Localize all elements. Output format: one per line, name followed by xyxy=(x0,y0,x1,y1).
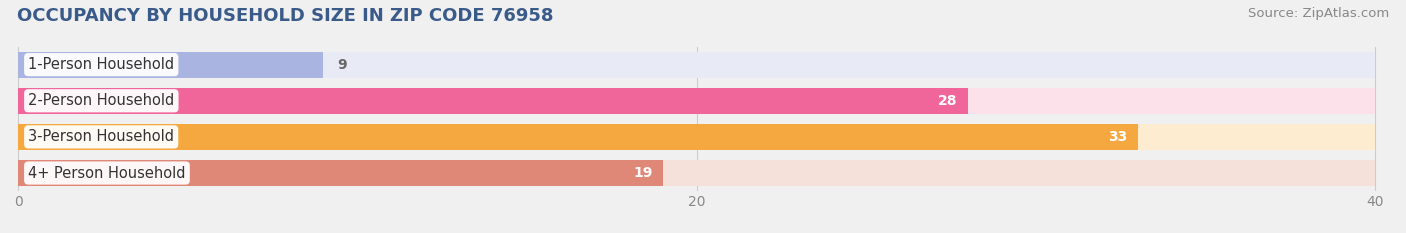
Bar xyxy=(18,124,1137,150)
Text: 33: 33 xyxy=(1108,130,1128,144)
Bar xyxy=(18,52,323,78)
Text: OCCUPANCY BY HOUSEHOLD SIZE IN ZIP CODE 76958: OCCUPANCY BY HOUSEHOLD SIZE IN ZIP CODE … xyxy=(17,7,554,25)
Text: 2-Person Household: 2-Person Household xyxy=(28,93,174,108)
Text: 28: 28 xyxy=(938,94,957,108)
Bar xyxy=(18,52,1375,78)
Text: 3-Person Household: 3-Person Household xyxy=(28,129,174,144)
Bar xyxy=(18,88,967,114)
Bar xyxy=(18,88,1375,114)
Text: 9: 9 xyxy=(337,58,346,72)
Bar xyxy=(18,124,1375,150)
Text: 1-Person Household: 1-Person Household xyxy=(28,57,174,72)
Text: 19: 19 xyxy=(633,166,652,180)
Text: 4+ Person Household: 4+ Person Household xyxy=(28,165,186,181)
Bar xyxy=(18,160,1375,186)
Text: Source: ZipAtlas.com: Source: ZipAtlas.com xyxy=(1249,7,1389,20)
Bar xyxy=(18,160,662,186)
